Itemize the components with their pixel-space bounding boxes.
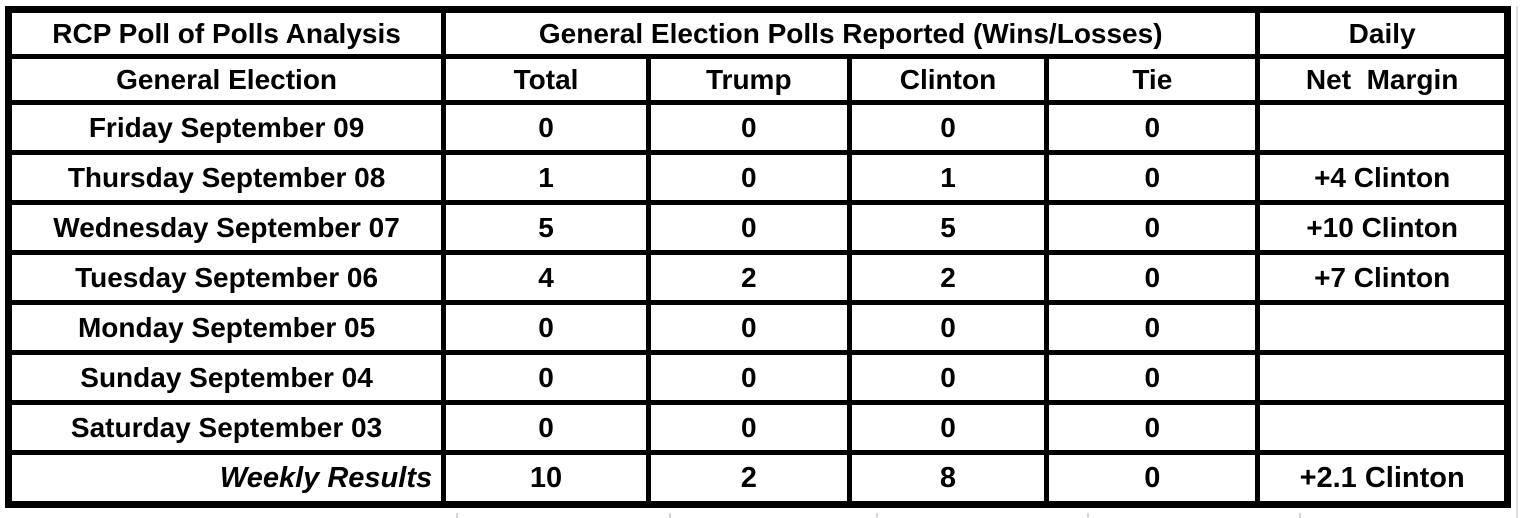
cell-net-margin: +10 Clinton bbox=[1255, 200, 1510, 255]
cell-total: 0 bbox=[441, 350, 651, 405]
cell-trump: 0 bbox=[645, 150, 852, 205]
cell-net-margin bbox=[1255, 100, 1510, 155]
column-header-net-margin: Net Margin bbox=[1255, 54, 1510, 105]
gridline bbox=[1516, 6, 1518, 518]
cell-total: 1 bbox=[441, 150, 651, 205]
cell-clinton: 5 bbox=[846, 200, 1050, 255]
table-row: Sunday September 04 0 0 0 0 bbox=[5, 350, 1510, 405]
cell-total: 0 bbox=[441, 400, 651, 455]
daily-header: Daily bbox=[1255, 7, 1510, 59]
cell-tie: 0 bbox=[1044, 200, 1261, 255]
gridline bbox=[876, 513, 878, 518]
table-row: Friday September 09 0 0 0 0 bbox=[5, 100, 1510, 155]
cell-day: Monday September 05 bbox=[5, 300, 447, 355]
gridline bbox=[1299, 513, 1301, 518]
cell-tie: 0 bbox=[1044, 150, 1261, 205]
cell-clinton: 2 bbox=[846, 250, 1050, 305]
table-row: Saturday September 03 0 0 0 0 bbox=[5, 400, 1510, 455]
polls-reported-header: General Election Polls Reported (Wins/Lo… bbox=[441, 7, 1261, 59]
cell-net-margin bbox=[1255, 400, 1510, 455]
cell-net-margin bbox=[1255, 300, 1510, 355]
cell-tie: 0 bbox=[1044, 100, 1261, 155]
poll-analysis-table: RCP Poll of Polls Analysis General Elect… bbox=[5, 6, 1511, 508]
cell-weekly-results-label: Weekly Results bbox=[5, 450, 447, 507]
column-header-trump: Trump bbox=[645, 54, 852, 105]
cell-trump: 0 bbox=[645, 200, 852, 255]
cell-net-margin: +2.1 Clinton bbox=[1255, 450, 1510, 507]
cell-day: Sunday September 04 bbox=[5, 350, 447, 405]
cell-clinton: 0 bbox=[846, 300, 1050, 355]
cell-trump: 0 bbox=[645, 350, 852, 405]
cell-tie: 0 bbox=[1044, 300, 1261, 355]
table-title: RCP Poll of Polls Analysis bbox=[5, 7, 447, 59]
table-row: Tuesday September 06 4 2 2 0 +7 Clinton bbox=[5, 250, 1510, 305]
cell-day: Saturday September 03 bbox=[5, 400, 447, 455]
cell-day: Friday September 09 bbox=[5, 100, 447, 155]
cell-net-margin: +7 Clinton bbox=[1255, 250, 1510, 305]
cell-trump: 2 bbox=[645, 250, 852, 305]
gridline bbox=[1087, 513, 1089, 518]
gridline bbox=[669, 513, 671, 518]
cell-trump: 0 bbox=[645, 100, 852, 155]
gridline bbox=[456, 513, 458, 518]
table-row: Wednesday September 07 5 0 5 0 +10 Clint… bbox=[5, 200, 1510, 255]
column-header-total: Total bbox=[441, 54, 651, 105]
cell-tie: 0 bbox=[1044, 400, 1261, 455]
table-row-weekly-results: Weekly Results 10 2 8 0 +2.1 Clinton bbox=[5, 450, 1510, 507]
cell-tie: 0 bbox=[1044, 450, 1261, 507]
cell-net-margin: +4 Clinton bbox=[1255, 150, 1510, 205]
cell-net-margin bbox=[1255, 350, 1510, 405]
cell-clinton: 1 bbox=[846, 150, 1050, 205]
cell-clinton: 8 bbox=[846, 450, 1050, 507]
cell-tie: 0 bbox=[1044, 250, 1261, 305]
cell-trump: 0 bbox=[645, 300, 852, 355]
table-row-header-2: General Election Total Trump Clinton Tie… bbox=[5, 54, 1510, 105]
column-header-tie: Tie bbox=[1044, 54, 1261, 105]
cell-day: Wednesday September 07 bbox=[5, 200, 447, 255]
table-row-header-1: RCP Poll of Polls Analysis General Elect… bbox=[5, 7, 1510, 59]
cell-clinton: 0 bbox=[846, 100, 1050, 155]
cell-total: 4 bbox=[441, 250, 651, 305]
sheet-edge-bottom bbox=[0, 513, 1522, 518]
cell-total: 5 bbox=[441, 200, 651, 255]
cell-trump: 0 bbox=[645, 400, 852, 455]
column-header-clinton: Clinton bbox=[846, 54, 1050, 105]
cell-total: 0 bbox=[441, 100, 651, 155]
cell-total: 0 bbox=[441, 300, 651, 355]
cell-day: Tuesday September 06 bbox=[5, 250, 447, 305]
cell-clinton: 0 bbox=[846, 350, 1050, 405]
cell-clinton: 0 bbox=[846, 400, 1050, 455]
cell-tie: 0 bbox=[1044, 350, 1261, 405]
column-header-general-election: General Election bbox=[5, 54, 447, 105]
cell-day: Thursday September 08 bbox=[5, 150, 447, 205]
table-row: Monday September 05 0 0 0 0 bbox=[5, 300, 1510, 355]
table-row: Thursday September 08 1 0 1 0 +4 Clinton bbox=[5, 150, 1510, 205]
spreadsheet-view: RCP Poll of Polls Analysis General Elect… bbox=[0, 6, 1522, 518]
cell-total: 10 bbox=[441, 450, 651, 507]
cell-trump: 2 bbox=[645, 450, 852, 507]
